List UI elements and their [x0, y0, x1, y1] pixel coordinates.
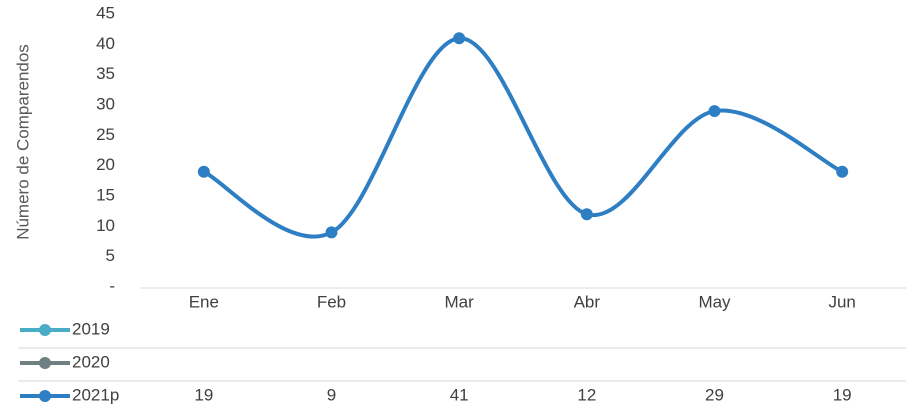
legend-swatch-marker: [39, 390, 51, 402]
series-points: [197, 32, 849, 239]
data-point-2021p: [325, 226, 338, 239]
data-table: 2019 2020 2021p 19 9 41 12 29 19: [18, 319, 906, 404]
x-tick-label: Jun: [828, 292, 855, 311]
y-tick-label: 25: [96, 125, 115, 144]
y-axis-label: Número de Comparendos: [13, 44, 32, 240]
y-axis-ticks: - 5 10 15 20 25 30 35 40 45: [96, 3, 115, 295]
x-axis-ticks: Ene Feb Mar Abr May Jun: [189, 292, 856, 311]
y-tick-label: 45: [96, 3, 115, 22]
table-cell-value: 19: [833, 385, 852, 404]
y-tick-label: 15: [96, 185, 115, 204]
data-point-2021p: [708, 105, 721, 118]
table-cell-value: 9: [327, 385, 336, 404]
series-line-2021p: [201, 36, 845, 239]
y-tick-label: 10: [96, 216, 115, 235]
x-tick-label: Mar: [445, 292, 475, 311]
y-tick-label: 35: [96, 64, 115, 83]
y-tick-label: 30: [96, 94, 115, 113]
x-tick-label: May: [698, 292, 731, 311]
data-point-2021p: [836, 165, 849, 178]
x-tick-label: Ene: [189, 292, 219, 311]
y-tick-label: 5: [106, 246, 115, 265]
y-tick-label: 40: [96, 34, 115, 53]
legend-swatch-marker: [39, 357, 51, 369]
table-cell-value: 29: [705, 385, 724, 404]
data-point-2021p: [197, 165, 210, 178]
data-point-2021p: [580, 208, 593, 221]
series-lines: [201, 36, 845, 239]
y-tick-label: 20: [96, 155, 115, 174]
table-cell-value: 19: [194, 385, 213, 404]
table-cell-value: 41: [450, 385, 469, 404]
y-tick-label: -: [109, 276, 115, 295]
x-tick-label: Feb: [317, 292, 346, 311]
legend-label: 2021p: [72, 385, 119, 404]
legend-swatch-marker: [39, 324, 51, 336]
table-cell-value: 12: [577, 385, 596, 404]
legend-label: 2020: [72, 352, 110, 371]
legend-label: 2019: [72, 319, 110, 338]
data-point-2021p: [453, 32, 466, 45]
x-tick-label: Abr: [574, 292, 601, 311]
